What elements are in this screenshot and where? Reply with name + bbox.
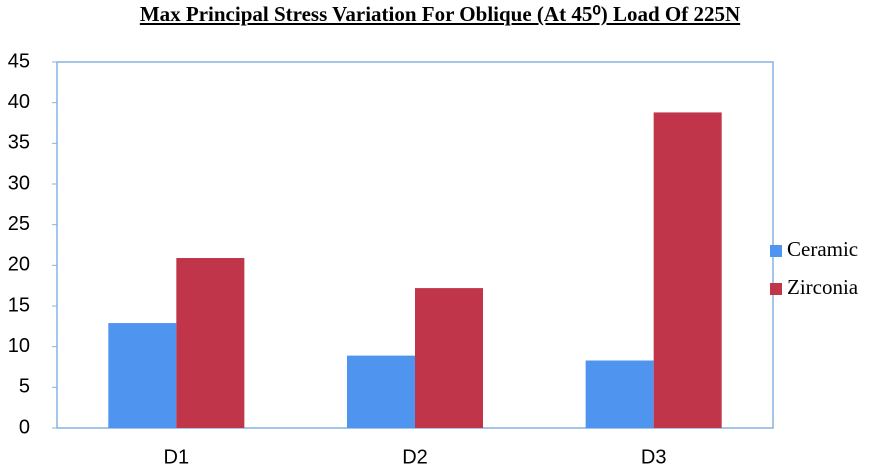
x-tick-label: D1 [164, 446, 190, 468]
chart-title: Max Principal Stress Variation For Obliq… [139, 2, 741, 26]
bar [585, 360, 654, 428]
x-tick-label: D3 [641, 446, 667, 468]
y-tick-label: 20 [8, 254, 30, 276]
bar [108, 323, 177, 428]
y-tick-label: 35 [8, 132, 30, 154]
bar [176, 258, 245, 428]
y-tick-label: 0 [19, 416, 30, 438]
y-tick-label: 5 [19, 376, 30, 398]
y-tick-label: 15 [8, 294, 30, 316]
y-tick-label: 30 [8, 172, 30, 194]
y-tick-label: 40 [8, 91, 30, 113]
y-tick-label: 10 [8, 335, 30, 357]
legend-swatch [770, 245, 782, 257]
legend-swatch [770, 283, 782, 295]
legend-label: Zirconia [787, 275, 859, 299]
bar [415, 288, 484, 428]
bar [653, 112, 722, 428]
legend-label: Ceramic [787, 237, 858, 261]
y-tick-label: 25 [8, 213, 30, 235]
bar [346, 355, 415, 428]
x-tick-label: D2 [402, 446, 428, 468]
y-tick-label: 45 [8, 50, 30, 72]
